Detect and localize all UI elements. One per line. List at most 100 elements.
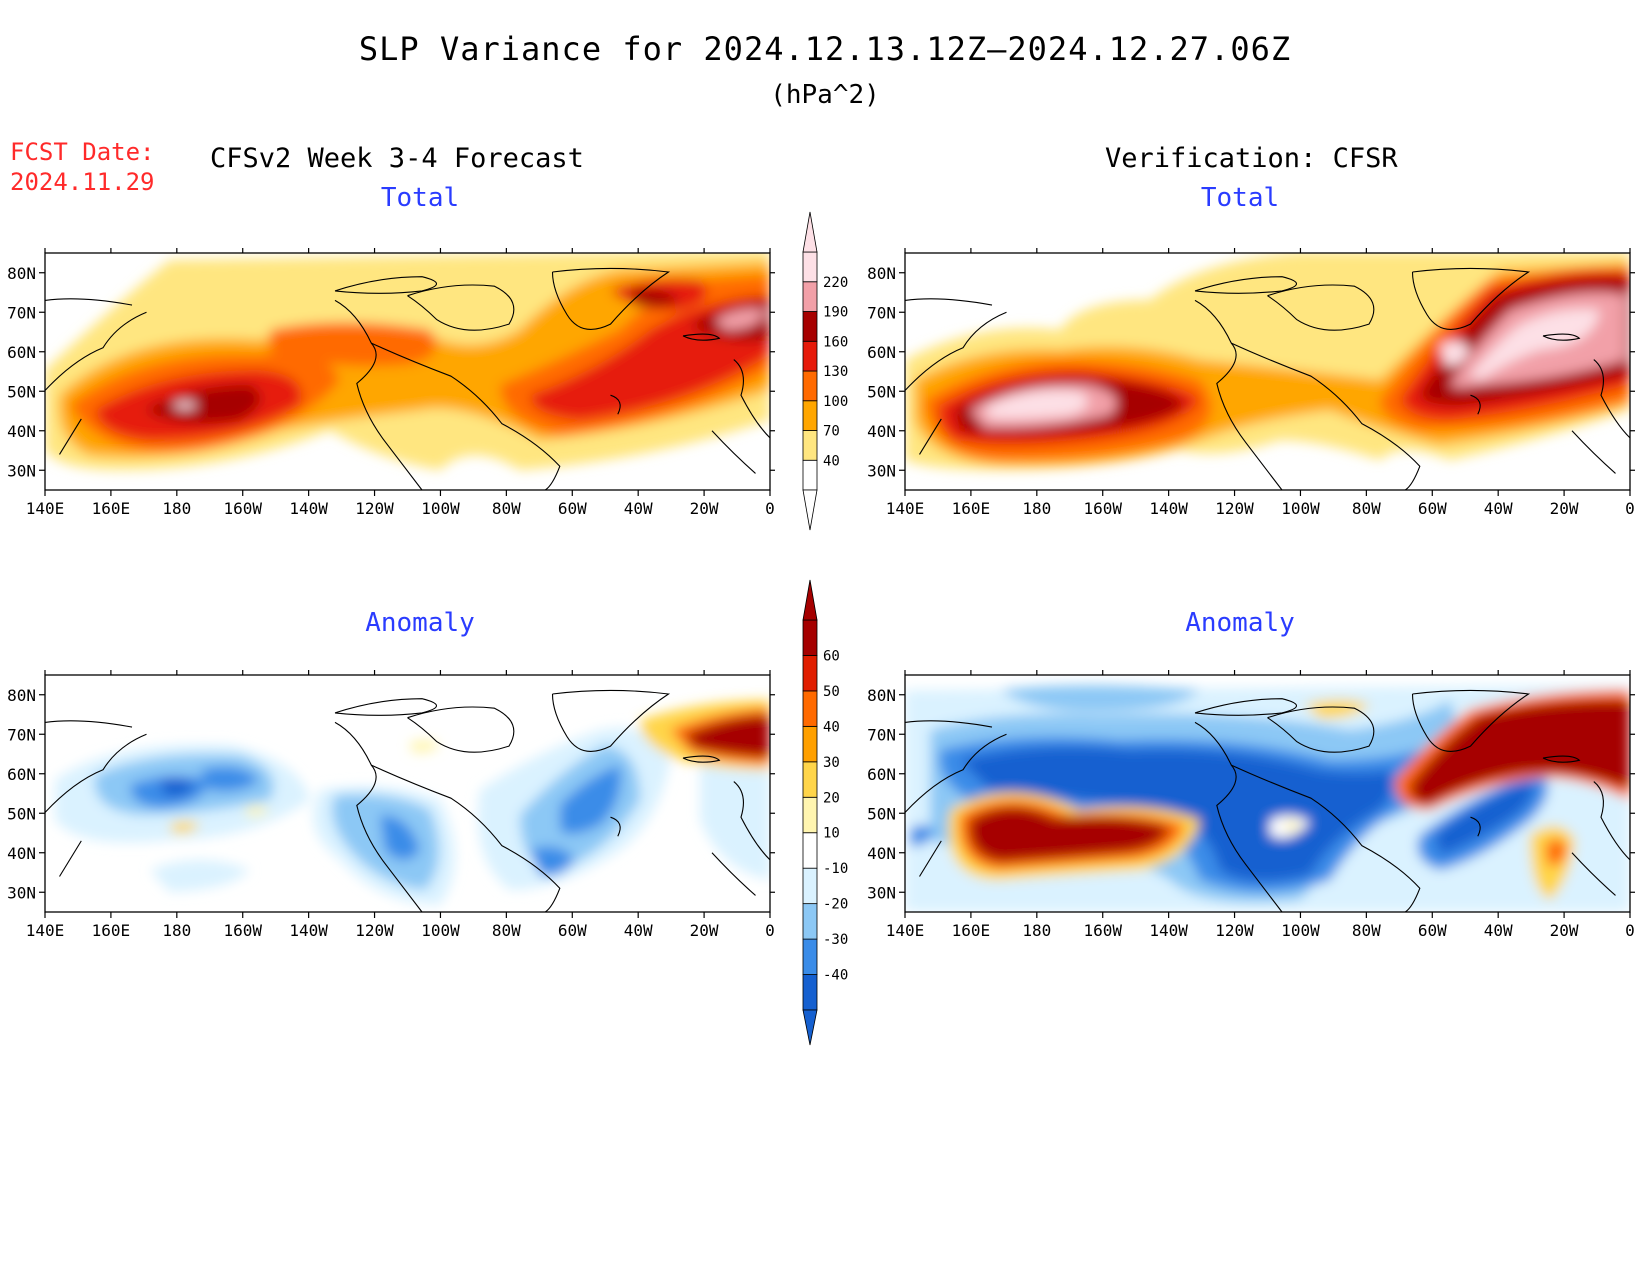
coastline	[904, 298, 993, 306]
colorbar-total: 40 70 100 130 160 190 220	[802, 211, 848, 531]
coastline	[610, 816, 621, 837]
verification-header: Verification: CFSR	[1105, 143, 1398, 174]
lon-label: 140W	[289, 921, 328, 940]
lon-label: 160E	[952, 921, 991, 940]
lon-label: 40W	[1484, 499, 1513, 518]
lon-label: 160W	[1083, 499, 1122, 518]
coastline	[904, 311, 1007, 391]
coastline	[733, 359, 771, 439]
coastline	[1231, 764, 1421, 913]
lon-label: 20W	[690, 921, 719, 940]
coastline	[334, 276, 438, 294]
lon-label: 60W	[558, 921, 587, 940]
coastline	[551, 267, 671, 330]
colorbar-end-bottom	[802, 489, 818, 531]
lat-label: 70N	[7, 303, 36, 322]
lat-label: 50N	[867, 804, 896, 823]
lat-label: 50N	[7, 804, 36, 823]
lon-label: 160W	[223, 921, 262, 940]
lon-label: 140W	[1149, 921, 1188, 940]
coastline	[711, 852, 756, 896]
lon-label: 140E	[26, 921, 65, 940]
colorbar-label: 40	[823, 453, 840, 469]
coastline	[733, 781, 771, 861]
lon-label: 160W	[1083, 921, 1122, 940]
lon-label: 160E	[952, 499, 991, 518]
coastline	[904, 720, 993, 728]
lon-label: 100W	[421, 499, 460, 518]
lon-label: 120W	[1215, 499, 1254, 518]
coastline	[1470, 816, 1481, 837]
colorbar-end-top	[802, 579, 818, 621]
colorbar-label: -20	[823, 897, 848, 913]
colorbar-label: 40	[823, 719, 840, 735]
lon-label: 20W	[1550, 921, 1579, 940]
colorbar-label: 160	[823, 334, 848, 350]
lat-label: 70N	[867, 725, 896, 744]
lon-label: 20W	[1550, 499, 1579, 518]
lon-label: 160W	[223, 499, 262, 518]
coastline	[1542, 755, 1581, 763]
lon-label: 100W	[421, 921, 460, 940]
lat-label: 60N	[7, 765, 36, 784]
lon-label: 0	[1625, 921, 1635, 940]
lon-label: 140W	[1149, 499, 1188, 518]
coastline	[1470, 394, 1481, 415]
colorbar-label: 60	[823, 648, 840, 664]
lat-label: 30N	[7, 883, 36, 902]
coastline	[1542, 333, 1581, 341]
colorbar-segment	[802, 400, 818, 431]
colorbar-label: 220	[823, 275, 848, 291]
lat-label: 40N	[867, 422, 896, 441]
lat-label: 60N	[867, 765, 896, 784]
lon-label: 100W	[1281, 499, 1320, 518]
colorbar-anomaly: -40 -30 -20 -10 10 20 30 40 50 60	[802, 579, 848, 1046]
colorbar-segment	[802, 903, 818, 940]
coastline	[334, 721, 423, 913]
lon-label: 60W	[558, 499, 587, 518]
lon-label: 40W	[1484, 921, 1513, 940]
lon-label: 180	[1022, 921, 1051, 940]
coastline	[1267, 706, 1375, 753]
lon-label: 80W	[1352, 921, 1381, 940]
lon-label: 120W	[1215, 921, 1254, 940]
lon-label: 0	[765, 499, 775, 518]
coastline	[1411, 689, 1531, 752]
colorbar-segment	[802, 796, 818, 834]
lat-label: 30N	[867, 461, 896, 480]
colorbar-segment	[802, 251, 818, 283]
coastline	[1231, 342, 1421, 491]
colorbar-label: 50	[823, 684, 840, 700]
lon-label: 40W	[624, 499, 653, 518]
units-label: (hPa^2)	[770, 80, 880, 110]
colorbar-segment	[802, 832, 818, 869]
colorbar-segment	[802, 867, 818, 905]
colorbar-segment	[802, 655, 818, 692]
colorbar-label: 130	[823, 364, 848, 380]
map-frame	[904, 252, 1631, 491]
map-verif-anomaly	[905, 675, 1630, 912]
map-frame	[44, 252, 771, 491]
lon-label: 100W	[1281, 921, 1320, 940]
coastline	[44, 733, 147, 813]
coastline	[919, 418, 942, 455]
lon-label: 80W	[1352, 499, 1381, 518]
coastline	[682, 755, 721, 763]
colorbar-segment	[802, 690, 818, 727]
coastline	[334, 299, 423, 491]
lat-label: 50N	[7, 382, 36, 401]
lon-label: 160E	[92, 499, 131, 518]
lat-label: 60N	[867, 343, 896, 362]
coastline	[44, 720, 133, 728]
coastline	[371, 764, 561, 913]
lat-label: 40N	[7, 422, 36, 441]
coastline-group	[904, 689, 1631, 913]
lon-label: 20W	[690, 499, 719, 518]
panel-title-verif-anomaly: Anomaly	[1185, 608, 1295, 638]
coastline	[334, 698, 438, 716]
colorbar-segment	[802, 725, 818, 763]
lon-label: 0	[765, 921, 775, 940]
coastline	[1194, 299, 1283, 491]
coastline	[1571, 430, 1616, 474]
map-fcst-anomaly	[45, 675, 770, 912]
